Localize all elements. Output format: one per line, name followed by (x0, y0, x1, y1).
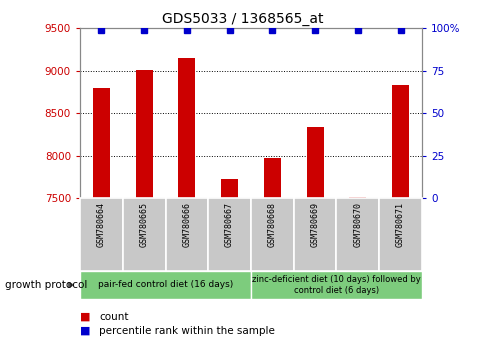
Bar (136, 70, 152, 354)
Bar (80, 198, 122, 271)
Bar (92, 88, 110, 354)
Bar (263, 158, 280, 354)
Text: GSM780666: GSM780666 (182, 202, 191, 247)
Text: GSM780670: GSM780670 (353, 202, 362, 247)
Text: ■: ■ (80, 312, 91, 322)
Text: GSM780665: GSM780665 (139, 202, 148, 247)
Bar (165, 198, 208, 271)
Bar (251, 271, 421, 299)
Text: GSM780671: GSM780671 (395, 202, 404, 247)
Bar (348, 198, 365, 354)
Text: GSM780668: GSM780668 (267, 202, 276, 247)
Bar (391, 85, 408, 354)
Text: pair-fed control diet (16 days): pair-fed control diet (16 days) (98, 280, 233, 290)
Bar (336, 198, 378, 271)
Text: zinc-deficient diet (10 days) followed by
control diet (6 days): zinc-deficient diet (10 days) followed b… (252, 275, 420, 295)
Text: growth protocol: growth protocol (5, 280, 87, 290)
Bar (251, 198, 293, 271)
Bar (122, 198, 165, 271)
Bar (378, 198, 421, 271)
Bar (178, 58, 195, 354)
Bar (293, 198, 336, 271)
Text: percentile rank within the sample: percentile rank within the sample (99, 326, 275, 336)
Text: GSM780667: GSM780667 (225, 202, 234, 247)
Text: count: count (99, 312, 129, 322)
Text: GSM780664: GSM780664 (97, 202, 106, 247)
Text: ■: ■ (80, 326, 91, 336)
Bar (306, 127, 323, 354)
Bar (208, 198, 251, 271)
Bar (80, 271, 251, 299)
Text: GSM780669: GSM780669 (310, 202, 319, 247)
Bar (221, 179, 238, 354)
Text: GDS5033 / 1368565_at: GDS5033 / 1368565_at (162, 12, 322, 27)
